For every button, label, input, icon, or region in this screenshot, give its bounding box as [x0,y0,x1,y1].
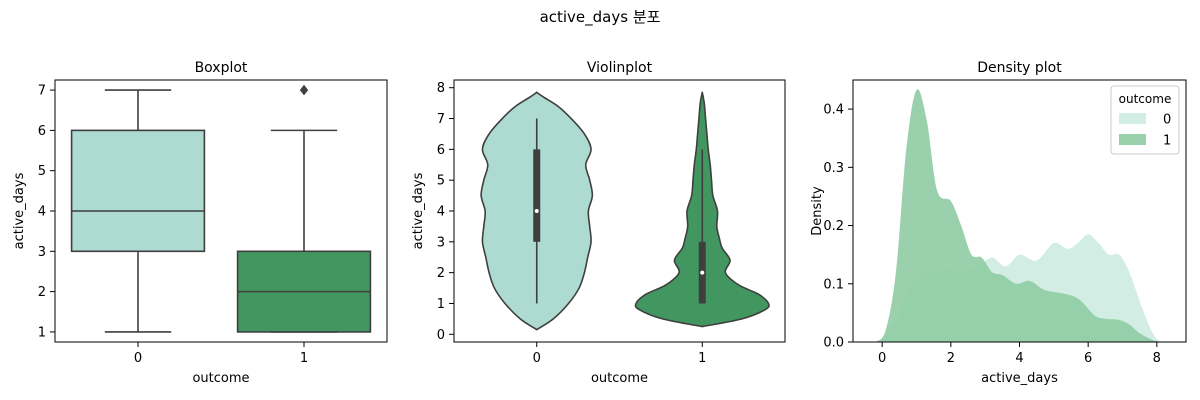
outlier-point [299,84,309,96]
y-tick-label: 2 [38,285,46,300]
density-area-outcome-1 [875,89,1164,342]
y-tick-label: 0.3 [823,161,844,176]
x-tick-label: 6 [1084,351,1092,366]
y-tick-label: 6 [437,143,445,158]
x-tick-label: 1 [698,351,706,366]
y-axis-label: active_days [12,172,27,249]
chart-title: Boxplot [195,60,248,76]
violin-iqr-box [533,149,541,242]
y-axis-label: active_days [411,172,426,249]
y-tick-label: 7 [38,84,46,99]
y-tick-label: 5 [437,174,445,189]
x-tick-label: 1 [300,351,308,366]
y-tick-label: 0 [437,328,445,343]
y-tick-label: 5 [38,164,46,179]
x-axis-label: outcome [192,371,249,386]
legend-label: 1 [1163,134,1171,149]
y-tick-label: 0.0 [823,336,844,351]
legend-title: outcome [1119,92,1172,106]
chart-title: Density plot [977,60,1062,76]
y-tick-label: 4 [437,205,445,220]
axes-frame [453,79,786,343]
x-tick-label: 0 [134,351,142,366]
axes-frame [54,79,388,343]
legend-label: 0 [1163,113,1171,128]
x-axis-label: outcome [591,371,648,386]
y-tick-label: 0.4 [823,103,844,118]
legend-swatch [1119,113,1146,124]
figure-title: active_days 분포 [540,8,661,27]
violin-median-point [700,270,705,275]
x-tick-label: 8 [1153,351,1161,366]
x-tick-label: 2 [947,351,955,366]
y-tick-label: 1 [437,297,445,312]
y-tick-label: 1 [38,325,46,340]
panel-boxplot: Boxplot 1 2 3 4 5 6 7 0 1 outcome active_days [12,60,388,386]
y-tick-label: 3 [437,235,445,250]
legend: outcome 0 1 [1110,85,1180,155]
x-tick-label: 4 [1015,351,1023,366]
box [70,129,206,253]
violin-median-point [534,209,539,213]
y-tick-label: 2 [437,266,445,281]
x-tick-label: 0 [533,351,541,366]
y-tick-label: 0.1 [823,277,844,292]
panel-density-plot: Density plot 0.0 0.1 0.2 0.3 0.4 0 2 4 6 8 active_d… [810,60,1187,386]
legend-swatch [1119,134,1146,145]
panel-violinplot: Violinplot 0 1 2 3 4 5 6 7 8 0 1 outcome active_days [411,60,786,386]
x-tick-label: 0 [878,351,886,366]
axes-frame [852,79,1187,343]
y-axis-label: Density [810,186,825,236]
y-tick-label: 4 [38,205,46,220]
y-tick-label: 7 [437,112,445,127]
chart-title: Violinplot [587,60,653,76]
y-tick-label: 0.2 [823,219,844,234]
y-tick-label: 8 [437,81,445,96]
x-axis-label: active_days [981,371,1058,386]
y-tick-label: 6 [38,124,46,139]
y-tick-label: 3 [38,245,46,260]
